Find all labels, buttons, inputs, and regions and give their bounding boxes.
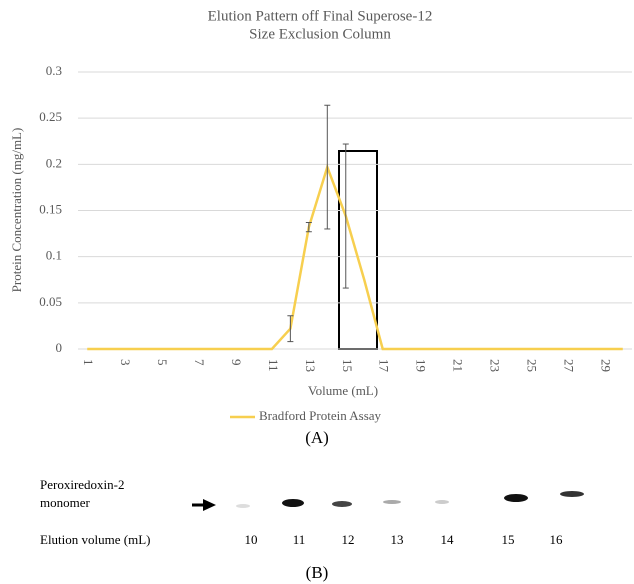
- y-tick-label: 0.25: [39, 109, 62, 124]
- x-tick-label: 17: [377, 359, 392, 373]
- lane-label: 13: [391, 532, 404, 547]
- x-tick-label: 13: [303, 359, 318, 372]
- lane-label: 16: [550, 532, 564, 547]
- panel-label: (B): [306, 563, 329, 582]
- y-axis-label: Protein Concentration (mg/mL): [9, 128, 24, 293]
- lane-label: 12: [342, 532, 355, 547]
- lane-label: 10: [245, 532, 258, 547]
- x-axis-label: Volume (mL): [308, 383, 378, 398]
- lane-label: 15: [502, 532, 515, 547]
- x-tick-label: 19: [414, 359, 429, 372]
- lane-label: 14: [441, 532, 455, 547]
- y-tick-label: 0.3: [46, 63, 62, 78]
- y-tick-label: 0.15: [39, 201, 62, 216]
- x-tick-label: 27: [561, 359, 576, 373]
- panel-label: (A): [305, 428, 329, 447]
- x-tick-label: 9: [229, 359, 244, 366]
- gel-axis-label: Elution volume (mL): [40, 532, 150, 547]
- error-bar: [343, 144, 349, 288]
- highlight-box: [339, 151, 377, 349]
- band-label: Peroxiredoxin-2: [40, 477, 124, 492]
- arrow: [192, 499, 216, 511]
- x-tick-label: 11: [266, 359, 281, 372]
- y-tick-label: 0.1: [46, 248, 62, 263]
- y-tick-label: 0.2: [46, 155, 62, 170]
- x-tick-label: 29: [598, 359, 613, 372]
- figure: Elution Pattern off Final Superose-12 Si…: [0, 0, 634, 584]
- chart-title: Elution Pattern off Final Superose-12: [208, 8, 433, 24]
- x-tick-label: 3: [118, 359, 133, 366]
- band-label: monomer: [40, 495, 90, 510]
- x-tick-label: 25: [524, 359, 539, 372]
- y-tick-label: 0: [56, 340, 63, 355]
- x-tick-label: 15: [340, 359, 355, 372]
- x-tick-label: 23: [488, 359, 503, 372]
- x-tick-label: 1: [81, 359, 96, 366]
- gel-bands: [236, 491, 584, 508]
- y-tick-label: 0.05: [39, 294, 62, 309]
- x-tick-label: 5: [155, 359, 170, 366]
- data-line: [87, 167, 623, 349]
- legend-label: Bradford Protein Assay: [259, 408, 382, 423]
- lane-label: 11: [293, 532, 306, 547]
- x-tick-label: 21: [451, 359, 466, 372]
- x-tick-label: 7: [192, 359, 207, 366]
- chart-title: Size Exclusion Column: [249, 26, 391, 42]
